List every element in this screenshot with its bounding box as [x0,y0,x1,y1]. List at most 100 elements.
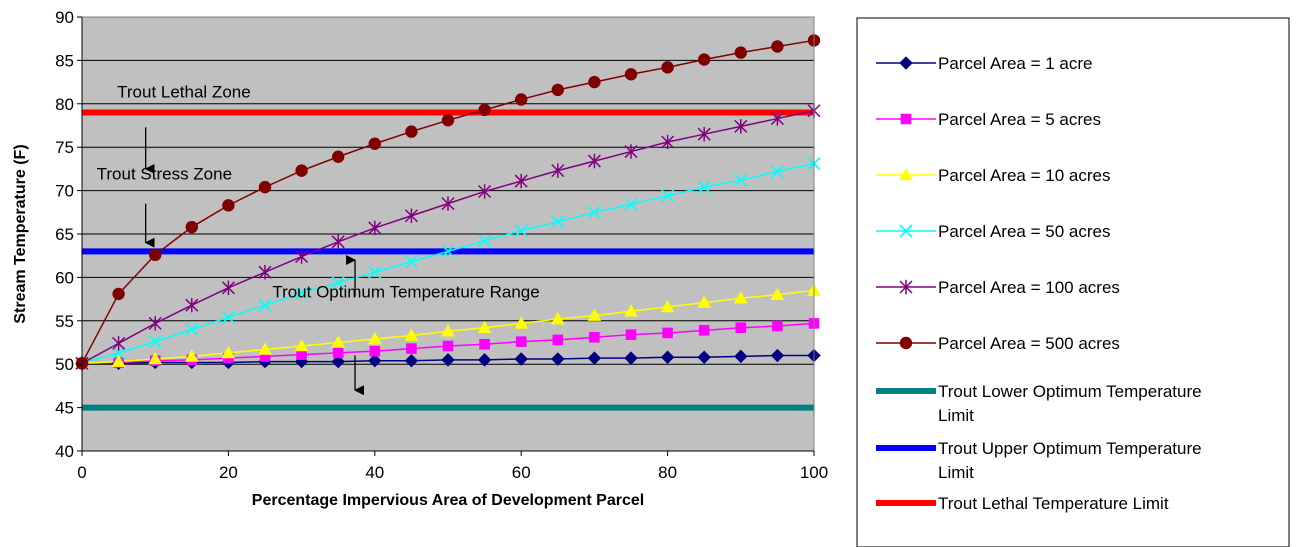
data-point [551,83,564,97]
marker-shape [222,199,235,212]
data-point [624,144,638,159]
data-point [406,343,417,354]
marker-stroke [258,298,272,312]
data-point [442,340,454,352]
legend-item: Parcel Area = 1 acre [876,54,1093,73]
legend-item: Parcel Area = 5 acres [876,110,1101,129]
data-point [515,93,528,106]
data-point [441,353,455,367]
legend-item: Parcel Area = 500 acres [876,334,1120,353]
marker-shape [258,342,272,355]
data-point [332,150,345,163]
marker-shape [697,295,712,308]
data-point [550,312,565,325]
marker-shape [367,331,382,345]
data-point [112,287,125,301]
marker-stroke [770,164,784,179]
legend-marker [899,224,913,238]
legend-label: Trout Lower Optimum Temperature Limit [938,382,1202,425]
marker-shape [331,335,346,348]
x-tick-label: 20 [219,463,238,482]
marker-stroke [697,180,711,194]
marker-stroke [404,255,418,269]
data-point [552,334,564,346]
marker-shape [258,180,272,194]
marker-shape [514,352,528,366]
data-point [515,336,527,347]
marker-stroke [624,197,638,212]
marker-shape [405,125,418,138]
data-point [404,255,418,269]
series-markers [75,34,821,371]
data-point [221,345,236,359]
y-tick-label: 65 [55,225,74,244]
marker-shape [735,322,747,334]
marker-shape [589,331,600,343]
marker-shape [515,93,528,106]
marker-stroke [551,215,565,229]
marker-shape [899,336,913,350]
annotation-label: Trout Lethal Zone [117,83,251,102]
marker-shape [587,308,602,321]
data-point [296,349,307,360]
marker-stroke [661,189,675,203]
data-point [624,68,638,81]
data-point [588,75,601,89]
y-tick-label: 80 [55,95,74,114]
marker-stroke [112,346,126,360]
marker-shape [441,324,455,337]
y-tick-label: 50 [55,355,74,374]
data-point [624,304,638,317]
legend-item: Parcel Area = 50 acres [876,222,1110,241]
data-point [477,353,492,367]
data-point [734,119,748,134]
data-point [222,199,235,212]
marker-stroke [221,310,235,324]
data-point [369,345,381,357]
data-point [295,164,308,177]
data-point [185,297,199,313]
data-point [770,287,785,301]
marker-shape [550,312,565,325]
y-tick-label: 60 [55,268,74,287]
annotations: Trout Lethal Zone Trout Stress Zone Trout … [97,83,540,396]
marker-shape [515,336,527,347]
data-point [660,299,675,313]
data-point [479,338,490,350]
x-tick-label: 100 [800,463,828,482]
y-tick-label: 55 [55,312,74,331]
data-point [258,298,272,312]
data-point [258,342,272,355]
legend-label: Parcel Area = 50 acres [938,222,1110,241]
data-point [551,163,565,178]
legend-label-line: Trout Upper Optimum Temperature [938,439,1202,458]
marker-stroke [295,286,309,300]
data-point [697,295,712,308]
legend-item: Trout Lethal Temperature Limit [876,494,1169,513]
legend-label: Parcel Area = 5 acres [938,110,1101,129]
axes: 40 45 50 55 60 65 70 75 80 85 90 0 20 40 60 80 100 Percen… [12,8,828,509]
marker-shape [514,316,529,329]
marker-stroke [185,322,199,337]
x-tick-label: 60 [512,463,531,482]
data-point [148,316,162,331]
legend-item: Parcel Area = 10 acres [876,166,1110,185]
marker-stroke [899,224,913,238]
marker-shape [332,150,345,163]
data-point [625,329,637,340]
marker-shape [551,83,564,97]
annotation-label: Trout Optimum Temperature Range [272,282,539,301]
legend-marker [899,279,913,295]
marker-shape [148,351,163,365]
data-point [185,220,199,234]
marker-stroke [587,205,601,219]
data-point [698,53,711,66]
marker-shape [624,304,638,317]
marker-shape [770,287,785,301]
data-point [551,215,565,229]
marker-shape [477,320,492,334]
data-point [404,354,419,368]
marker-shape [332,347,344,359]
y-tick-label: 85 [55,51,74,70]
